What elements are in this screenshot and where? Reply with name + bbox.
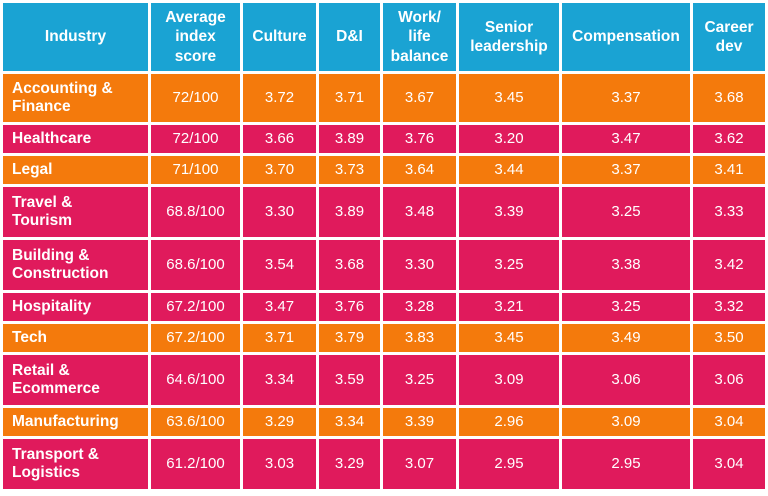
cell-senior-leadership: 3.20 [459, 125, 559, 153]
cell-work-life: 3.07 [383, 439, 456, 489]
cell-avg-index: 72/100 [151, 74, 240, 122]
cell-work-life: 3.64 [383, 156, 456, 184]
cell-career-dev: 3.04 [693, 408, 765, 436]
row-label: Retail & Ecommerce [3, 355, 148, 405]
cell-senior-leadership: 3.45 [459, 74, 559, 122]
cell-career-dev: 3.62 [693, 125, 765, 153]
cell-senior-leadership: 3.45 [459, 324, 559, 352]
cell-avg-index: 67.2/100 [151, 324, 240, 352]
header-compensation: Compensation [562, 3, 690, 71]
cell-work-life: 3.67 [383, 74, 456, 122]
cell-culture: 3.66 [243, 125, 316, 153]
cell-di: 3.68 [319, 240, 380, 290]
cell-avg-index: 68.6/100 [151, 240, 240, 290]
header-culture: Culture [243, 3, 316, 71]
row-label: Tech [3, 324, 148, 352]
row-label: Manufacturing [3, 408, 148, 436]
cell-work-life: 3.48 [383, 187, 456, 237]
cell-career-dev: 3.68 [693, 74, 765, 122]
cell-senior-leadership: 3.44 [459, 156, 559, 184]
cell-compensation: 3.25 [562, 293, 690, 321]
cell-career-dev: 3.42 [693, 240, 765, 290]
cell-work-life: 3.30 [383, 240, 456, 290]
row-label: Travel & Tourism [3, 187, 148, 237]
cell-culture: 3.70 [243, 156, 316, 184]
cell-work-life: 3.39 [383, 408, 456, 436]
row-label: Healthcare [3, 125, 148, 153]
header-career-dev: Career dev [693, 3, 765, 71]
cell-di: 3.79 [319, 324, 380, 352]
row-label: Accounting & Finance [3, 74, 148, 122]
row-label: Transport & Logistics [3, 439, 148, 489]
header-di: D&I [319, 3, 380, 71]
cell-career-dev: 3.04 [693, 439, 765, 489]
cell-career-dev: 3.50 [693, 324, 765, 352]
cell-avg-index: 61.2/100 [151, 439, 240, 489]
cell-culture: 3.54 [243, 240, 316, 290]
cell-avg-index: 68.8/100 [151, 187, 240, 237]
cell-compensation: 2.95 [562, 439, 690, 489]
cell-culture: 3.47 [243, 293, 316, 321]
cell-work-life: 3.28 [383, 293, 456, 321]
header-industry: Industry [3, 3, 148, 71]
cell-avg-index: 64.6/100 [151, 355, 240, 405]
cell-avg-index: 71/100 [151, 156, 240, 184]
cell-di: 3.89 [319, 187, 380, 237]
cell-career-dev: 3.32 [693, 293, 765, 321]
cell-di: 3.29 [319, 439, 380, 489]
cell-culture: 3.72 [243, 74, 316, 122]
cell-work-life: 3.25 [383, 355, 456, 405]
cell-di: 3.34 [319, 408, 380, 436]
cell-culture: 3.30 [243, 187, 316, 237]
row-label: Legal [3, 156, 148, 184]
row-label: Hospitality [3, 293, 148, 321]
cell-senior-leadership: 2.96 [459, 408, 559, 436]
cell-senior-leadership: 2.95 [459, 439, 559, 489]
cell-di: 3.59 [319, 355, 380, 405]
cell-career-dev: 3.33 [693, 187, 765, 237]
cell-senior-leadership: 3.21 [459, 293, 559, 321]
row-label: Building & Construction [3, 240, 148, 290]
cell-compensation: 3.25 [562, 187, 690, 237]
cell-senior-leadership: 3.09 [459, 355, 559, 405]
cell-avg-index: 72/100 [151, 125, 240, 153]
cell-di: 3.71 [319, 74, 380, 122]
cell-compensation: 3.06 [562, 355, 690, 405]
cell-senior-leadership: 3.25 [459, 240, 559, 290]
cell-di: 3.76 [319, 293, 380, 321]
header-avg-index: Average index score [151, 3, 240, 71]
cell-culture: 3.71 [243, 324, 316, 352]
cell-culture: 3.03 [243, 439, 316, 489]
cell-culture: 3.29 [243, 408, 316, 436]
cell-compensation: 3.47 [562, 125, 690, 153]
cell-senior-leadership: 3.39 [459, 187, 559, 237]
cell-di: 3.73 [319, 156, 380, 184]
cell-compensation: 3.09 [562, 408, 690, 436]
cell-career-dev: 3.41 [693, 156, 765, 184]
cell-avg-index: 63.6/100 [151, 408, 240, 436]
cell-compensation: 3.37 [562, 74, 690, 122]
cell-compensation: 3.37 [562, 156, 690, 184]
cell-career-dev: 3.06 [693, 355, 765, 405]
header-senior-leadership: Senior leadership [459, 3, 559, 71]
header-work-life: Work/ life balance [383, 3, 456, 71]
cell-compensation: 3.49 [562, 324, 690, 352]
cell-culture: 3.34 [243, 355, 316, 405]
cell-di: 3.89 [319, 125, 380, 153]
cell-work-life: 3.83 [383, 324, 456, 352]
cell-work-life: 3.76 [383, 125, 456, 153]
cell-avg-index: 67.2/100 [151, 293, 240, 321]
cell-compensation: 3.38 [562, 240, 690, 290]
